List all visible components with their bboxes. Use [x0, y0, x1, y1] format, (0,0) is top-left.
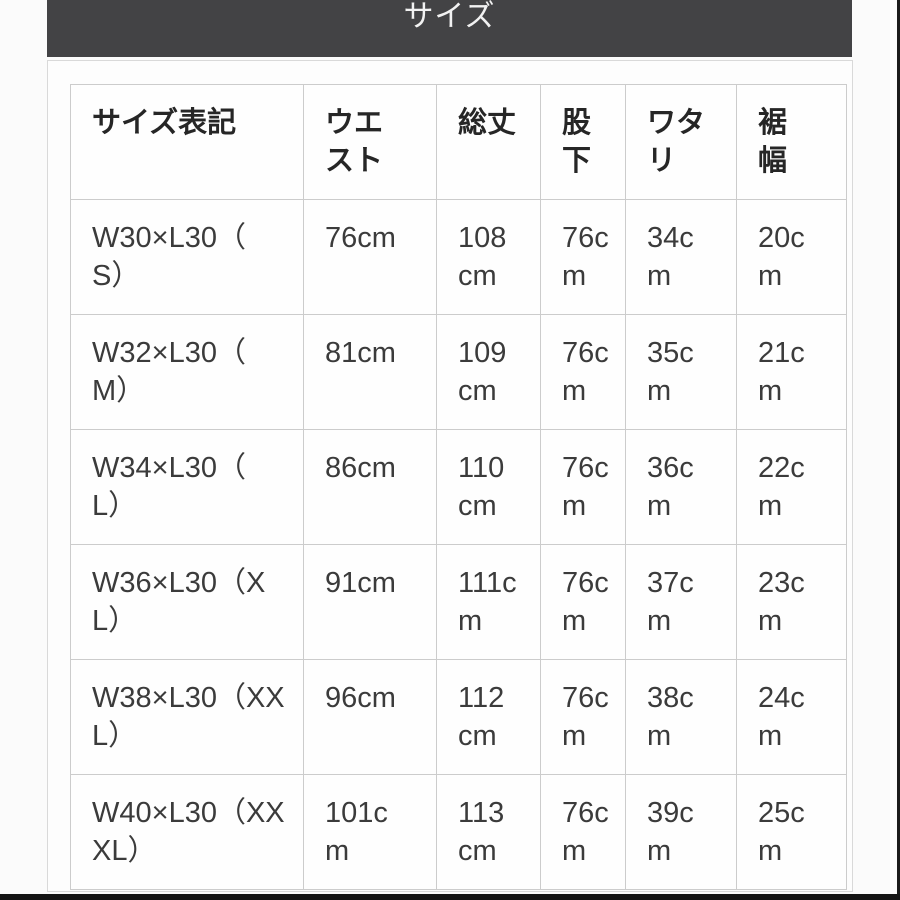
cell-hem-width: 21c m	[736, 314, 847, 430]
cell-inseam: 76c m	[540, 659, 626, 775]
cell-waist: 86cm	[303, 429, 437, 545]
cell-hem-width: 22c m	[736, 429, 847, 545]
cell-size-label: W32×L30（ M）	[70, 314, 304, 430]
cell-hem-width: 23c m	[736, 544, 847, 660]
size-chart-panel: サイズ表記 ウエ スト 総丈 股 下 ワタ リ 裾 幅 W30×L30（ S） …	[47, 60, 853, 892]
size-table: サイズ表記 ウエ スト 総丈 股 下 ワタ リ 裾 幅 W30×L30（ S） …	[70, 84, 847, 890]
cell-size-label: W36×L30（X L）	[70, 544, 304, 660]
table-header-row: サイズ表記 ウエ スト 総丈 股 下 ワタ リ 裾 幅	[70, 84, 847, 200]
cell-size-label: W30×L30（ S）	[70, 199, 304, 315]
cell-hem-width: 24c m	[736, 659, 847, 775]
photo-right-edge	[897, 0, 900, 900]
cell-total-length: 113 cm	[436, 774, 541, 890]
cell-inseam: 76c m	[540, 199, 626, 315]
cell-thigh: 35c m	[625, 314, 737, 430]
table-row: W36×L30（X L） 91cm 111c m 76c m 37c m 23c…	[70, 544, 847, 660]
cell-size-label: W40×L30（XX XL）	[70, 774, 304, 890]
cell-total-length: 110 cm	[436, 429, 541, 545]
size-section-header: サイズ	[47, 0, 852, 57]
cell-inseam: 76c m	[540, 314, 626, 430]
column-header-hem-width: 裾 幅	[736, 84, 847, 200]
cell-total-length: 111c m	[436, 544, 541, 660]
column-header-inseam: 股 下	[540, 84, 626, 200]
cell-inseam: 76c m	[540, 544, 626, 660]
cell-thigh: 38c m	[625, 659, 737, 775]
table-row: W30×L30（ S） 76cm 108 cm 76c m 34c m 20c …	[70, 199, 847, 315]
cell-waist: 96cm	[303, 659, 437, 775]
cell-waist: 76cm	[303, 199, 437, 315]
cell-total-length: 108 cm	[436, 199, 541, 315]
cell-waist: 101c m	[303, 774, 437, 890]
column-header-size-notation: サイズ表記	[70, 84, 304, 200]
cell-total-length: 112 cm	[436, 659, 541, 775]
table-row: W38×L30（XX L） 96cm 112 cm 76c m 38c m 24…	[70, 659, 847, 775]
cell-waist: 91cm	[303, 544, 437, 660]
column-header-waist: ウエ スト	[303, 84, 437, 200]
cell-thigh: 39c m	[625, 774, 737, 890]
cell-thigh: 36c m	[625, 429, 737, 545]
cell-thigh: 37c m	[625, 544, 737, 660]
cell-size-label: W38×L30（XX L）	[70, 659, 304, 775]
cell-total-length: 109 cm	[436, 314, 541, 430]
column-header-total-length: 総丈	[436, 84, 541, 200]
table-row: W34×L30（ L） 86cm 110 cm 76c m 36c m 22c …	[70, 429, 847, 545]
cell-hem-width: 25c m	[736, 774, 847, 890]
photo-bottom-edge	[0, 894, 900, 900]
cell-hem-width: 20c m	[736, 199, 847, 315]
cell-size-label: W34×L30（ L）	[70, 429, 304, 545]
column-header-thigh: ワタ リ	[625, 84, 737, 200]
cell-waist: 81cm	[303, 314, 437, 430]
cell-inseam: 76c m	[540, 429, 626, 545]
cell-inseam: 76c m	[540, 774, 626, 890]
cell-thigh: 34c m	[625, 199, 737, 315]
size-section-title: サイズ	[403, 0, 496, 33]
table-row: W32×L30（ M） 81cm 109 cm 76c m 35c m 21c …	[70, 314, 847, 430]
table-row: W40×L30（XX XL） 101c m 113 cm 76c m 39c m…	[70, 774, 847, 890]
